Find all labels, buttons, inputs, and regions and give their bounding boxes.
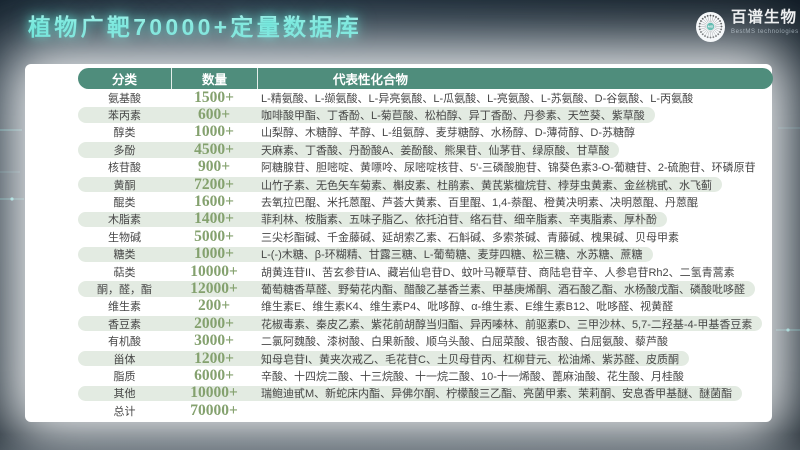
svg-text:MS: MS [708,24,714,28]
